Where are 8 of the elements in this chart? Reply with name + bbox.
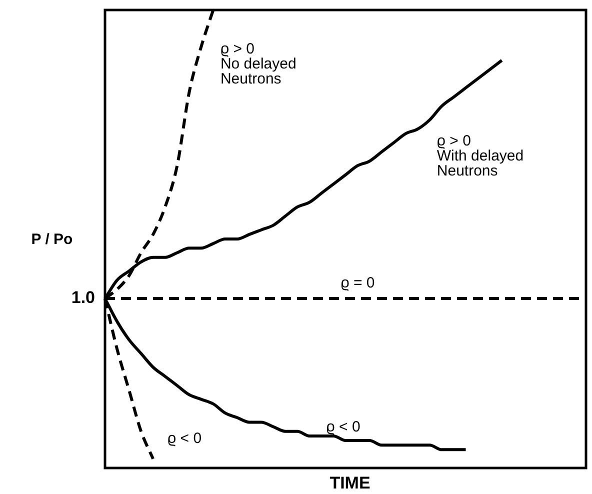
series-label: ϱ > 0 No delayed Neutrons (220, 40, 296, 88)
x-axis-title: TIME (330, 474, 370, 493)
series-label: ϱ < 0 (168, 430, 202, 447)
series-label: ϱ > 0 With delayed Neutrons (436, 132, 524, 180)
y-axis-title: P / Po (31, 231, 73, 248)
series-label: ϱ < 0 (326, 418, 360, 436)
text: 1.0 (71, 288, 95, 308)
series-label: ϱ = 0 (340, 274, 375, 292)
